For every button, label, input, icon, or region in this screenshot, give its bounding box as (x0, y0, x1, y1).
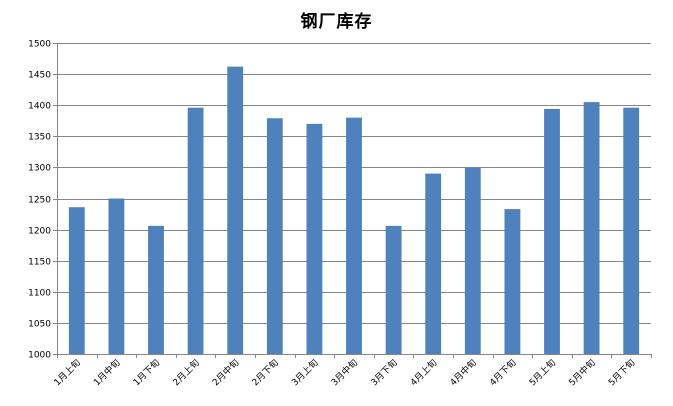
x-tick-label: 4月中旬 (447, 357, 479, 389)
y-tick-label: 1500 (28, 40, 51, 50)
x-tick-label: 2月上旬 (170, 357, 202, 389)
bar (425, 173, 442, 354)
bar (68, 207, 85, 354)
bar (346, 117, 362, 354)
axes (53, 43, 652, 358)
x-tick-label: 1月下旬 (130, 357, 162, 389)
bar (306, 123, 323, 354)
x-tick-label: 5月中旬 (566, 357, 598, 389)
x-tick-label: 3月上旬 (289, 357, 321, 389)
chart-title: 钢厂库存 (300, 12, 373, 32)
bar (583, 102, 600, 354)
x-tick-label: 3月下旬 (368, 357, 400, 389)
bar (464, 168, 481, 354)
bar (266, 118, 283, 355)
y-tick-label: 1250 (28, 196, 51, 206)
y-tick-label: 1400 (28, 102, 51, 112)
x-tick-label: 5月上旬 (526, 357, 558, 389)
y-tick-label: 1050 (28, 320, 51, 330)
bar (623, 107, 640, 354)
bars (68, 66, 640, 355)
bar (227, 66, 244, 355)
x-tick-label: 4月上旬 (408, 357, 440, 389)
y-tick-label: 1300 (28, 164, 51, 174)
bar (108, 198, 125, 354)
x-tick-label: 2月下旬 (249, 357, 281, 389)
bar (544, 108, 560, 354)
y-tick-label: 1100 (28, 289, 51, 299)
x-tick-label: 1月上旬 (51, 357, 83, 389)
x-tick-labels: 1月上旬 1月中旬 1月下旬 2月上旬 2月中旬 2月下旬 3月上旬 3月中旬 3月下旬 4月上旬… (51, 357, 637, 389)
bar (504, 209, 521, 354)
x-tick-label: 5月下旬 (606, 357, 638, 389)
bar (148, 225, 164, 354)
bar (385, 225, 402, 354)
x-tick-label: 1月中旬 (91, 357, 123, 389)
x-tick-label: 4月下旬 (487, 357, 519, 389)
y-tick-labels: 1000 1050 1100 1150 1200 1250 1300 1350 1400 1450… (28, 40, 51, 361)
y-tick-label: 1350 (28, 133, 51, 143)
x-tick-label: 3月中旬 (328, 357, 360, 389)
y-tick-label: 1450 (28, 71, 51, 81)
bar (187, 107, 204, 354)
y-tick-label: 1200 (28, 227, 51, 237)
y-tick-label: 1000 (28, 351, 51, 361)
x-tick-label: 2月中旬 (210, 357, 242, 389)
y-tick-label: 1150 (28, 258, 51, 268)
